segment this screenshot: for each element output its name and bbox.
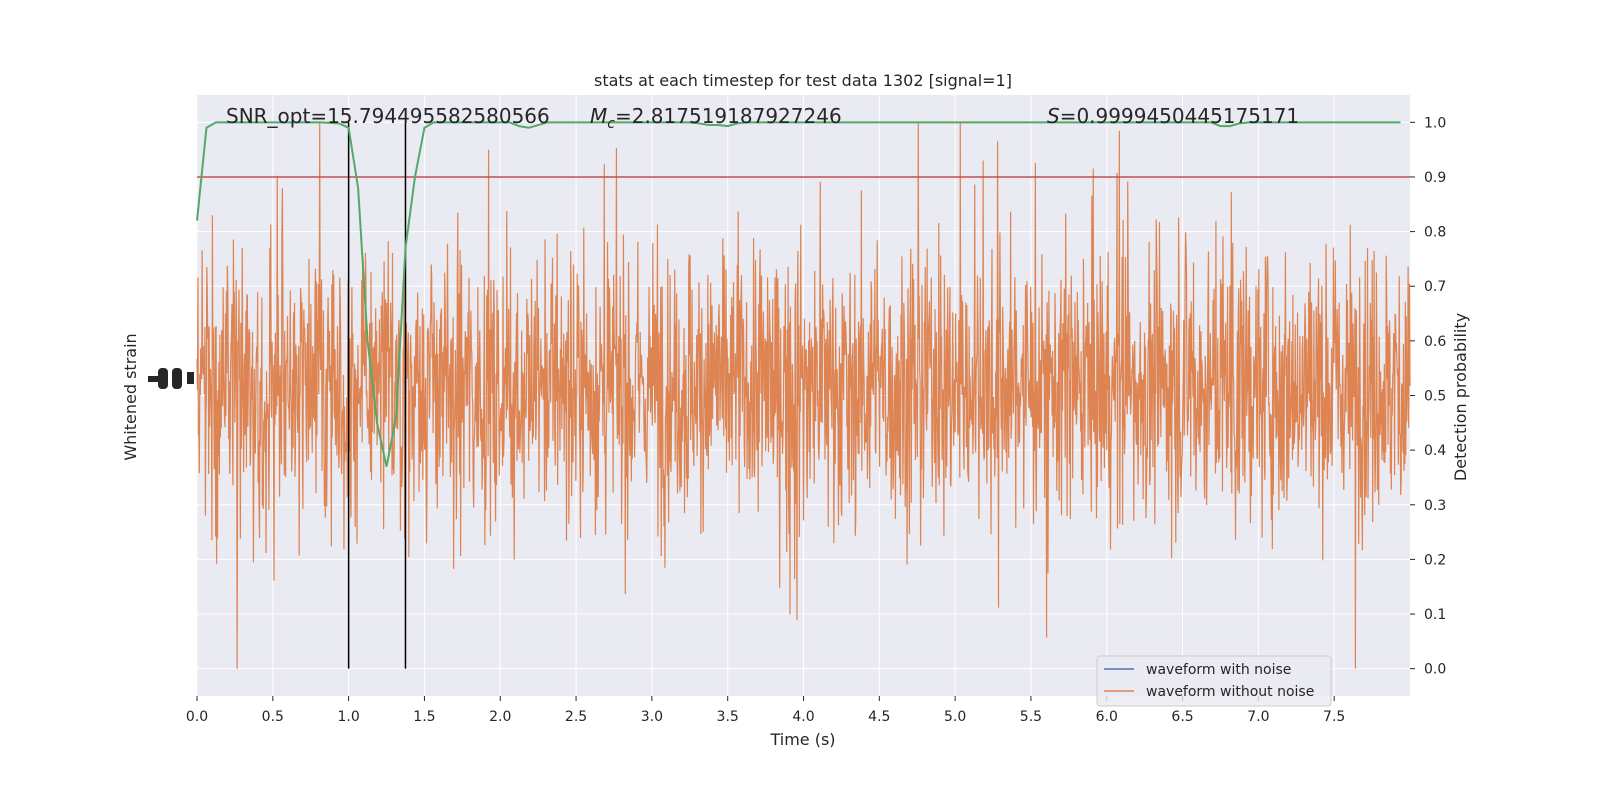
- right-y-axis-label: Detection probability: [1451, 313, 1470, 481]
- chirp-mass-value: =2.817519187927246: [615, 104, 842, 128]
- statistic-symbol: S: [1047, 104, 1060, 128]
- x-tick-label: 5.5: [1020, 709, 1042, 725]
- chirp-mass-symbol: M: [590, 104, 607, 128]
- statistic-annotation: S=0.9999450445175171: [1047, 104, 1299, 128]
- left-axis-overlapping-ticks: [148, 368, 194, 389]
- x-tick-label: 4.0: [792, 709, 814, 725]
- legend-box: [1096, 655, 1332, 707]
- x-tick-label: 6.5: [1171, 709, 1193, 725]
- x-tick-label: 0.5: [262, 709, 284, 725]
- y-right-tick-label: 0.0: [1424, 662, 1446, 678]
- x-axis-label: Time (s): [769, 730, 835, 749]
- snr-annotation: SNR_opt=15.794495582580566: [226, 104, 550, 128]
- y-right-tick-label: 0.9: [1424, 170, 1446, 186]
- y-right-tick-label: 0.8: [1424, 225, 1446, 241]
- y-right-tick-label: 0.4: [1424, 443, 1446, 459]
- x-tick-label: 2.5: [565, 709, 587, 725]
- x-tick-label: 5.0: [944, 709, 966, 725]
- chart-title: stats at each timestep for test data 130…: [594, 71, 1012, 90]
- legend-label-without-noise: waveform without noise: [1146, 684, 1314, 700]
- statistic-value: =0.9999450445175171: [1060, 104, 1299, 128]
- x-tick-label: 1.5: [413, 709, 435, 725]
- legend-label-with-noise: waveform with noise: [1146, 662, 1291, 678]
- x-tick-label: 4.5: [868, 709, 890, 725]
- x-tick-label: 2.0: [489, 709, 511, 725]
- waveform-without-noise-line: [196, 122, 1411, 669]
- y-right-tick-label: 1.0: [1424, 115, 1446, 131]
- y-right-tick-label: 0.3: [1424, 498, 1446, 514]
- x-tick-label: 0.0: [186, 709, 208, 725]
- legend: waveform with noise waveform without noi…: [1096, 655, 1332, 707]
- x-tick-label: 1.0: [337, 709, 359, 725]
- y-right-tick-label: 0.5: [1424, 389, 1446, 405]
- detection-probability-line: [196, 121, 1401, 467]
- y-right-tick-label: 0.1: [1424, 607, 1446, 623]
- y-right-tick-label: 0.2: [1424, 552, 1446, 568]
- y-right-tick-label: 0.7: [1424, 279, 1446, 295]
- x-tick-label: 7.0: [1247, 709, 1269, 725]
- chirp-mass-subscript: c: [607, 116, 615, 132]
- x-tick-label: 6.0: [1096, 709, 1118, 725]
- left-y-axis-label: Whitened strain: [121, 333, 140, 460]
- x-tick-label: 3.5: [717, 709, 739, 725]
- x-tick-label: 7.5: [1323, 709, 1345, 725]
- chirp-mass-annotation: Mc=2.817519187927246: [590, 104, 842, 132]
- x-tick-label: 3.0: [641, 709, 663, 725]
- y-right-tick-label: 0.6: [1424, 334, 1446, 350]
